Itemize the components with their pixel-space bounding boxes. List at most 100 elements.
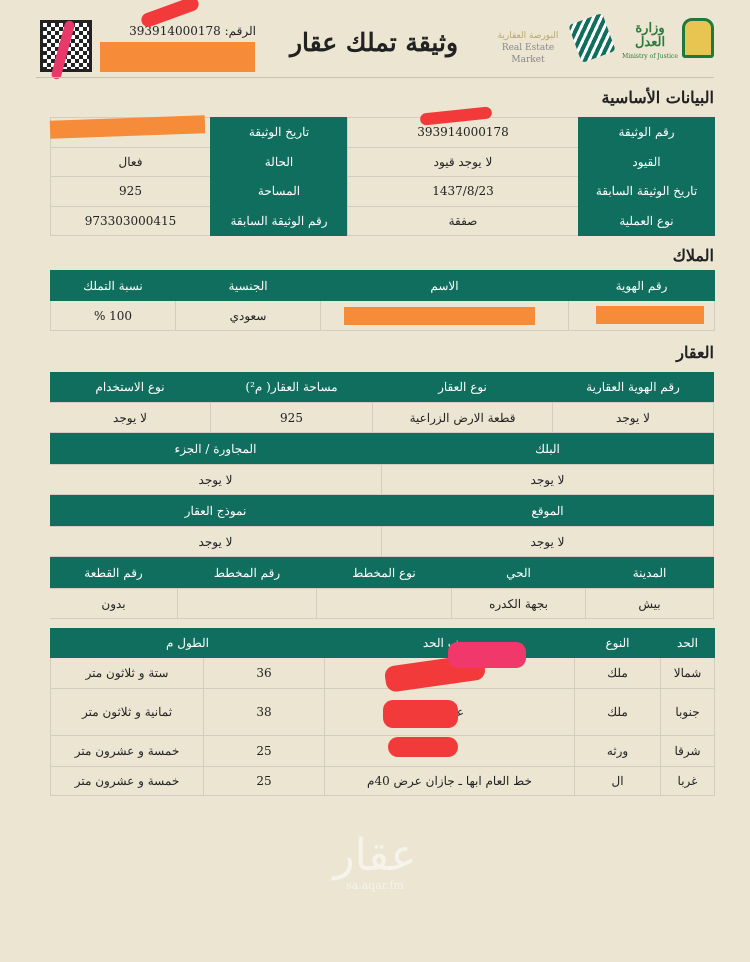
- field-label: المساحة: [210, 176, 348, 207]
- column-header: رقم القطعة: [50, 557, 178, 588]
- section-title-property: العقار: [676, 343, 714, 362]
- column-header: نوع العقار: [372, 372, 553, 402]
- cell: خمسة و عشرون متر: [50, 766, 204, 796]
- column-header: البلك: [381, 433, 714, 464]
- cell: شمالا: [660, 657, 715, 689]
- table-row: شمالا ملك 36 ستة و ثلاثون متر: [50, 657, 715, 689]
- cell: لا يوجد: [50, 464, 382, 495]
- table-row: لا يوجد لا يوجد: [50, 464, 714, 495]
- table-row: شرقا ورثه 25 خمسة و عشرون متر: [50, 735, 715, 767]
- column-header: الموقع: [381, 495, 714, 526]
- cell: شرقا: [660, 735, 715, 767]
- row-container: المدينة الحي نوع المخطط رقم المخطط رقم القطع…: [50, 557, 714, 588]
- redaction: [383, 700, 458, 728]
- section-title-owners: الملاك: [672, 246, 714, 265]
- cell: 25: [203, 735, 325, 767]
- column-header: النوع: [574, 628, 661, 658]
- cell: ملك: [574, 688, 661, 736]
- cell: جنوبا: [660, 688, 715, 736]
- cell: ستة و ثلاثون متر: [50, 657, 204, 689]
- field-value: 973303000415: [50, 205, 211, 236]
- document-number: الرقم: 393914000178: [100, 24, 256, 38]
- cell: 38: [203, 688, 325, 736]
- column-header: الجنسية: [175, 270, 321, 301]
- table-row: المدينة الحي نوع المخطط رقم المخطط رقم القطع…: [50, 557, 714, 588]
- table-row: الحد النوع وصف الحد الطول م: [50, 628, 715, 658]
- column-header: مساحة العقار( م²): [210, 372, 373, 402]
- number-label: الرقم:: [224, 24, 256, 38]
- table-row: البلك المجاورة / الجزء: [50, 433, 714, 464]
- moj-emblem-icon: [682, 18, 714, 58]
- watermark-text: عقار: [333, 830, 417, 881]
- column-header: رقم الهوية: [568, 270, 715, 301]
- redaction: [344, 307, 535, 325]
- property-table: رقم الهوية العقارية نوع العقار مساحة العقا…: [50, 372, 714, 619]
- ministry-of-justice-logo: وزارة العدل Ministry of Justice: [620, 22, 680, 64]
- cell: ملك: [574, 657, 661, 689]
- cell: ثمانية و ثلاثون متر: [50, 688, 204, 736]
- table-row: بيش بجهة الكدره بدون: [50, 588, 714, 619]
- section-title-basic: البيانات الأساسية: [601, 88, 714, 107]
- table-row: البلك المجاورة / الجزء: [50, 433, 714, 464]
- cell: ال: [574, 766, 661, 796]
- row-container: الموقع نموذج العقار: [50, 495, 714, 526]
- table-row: لا يوجد قطعة الارض الزراعية 925 لا يوجد: [50, 402, 714, 433]
- column-header: نموذج العقار: [50, 495, 382, 526]
- logo-text: Ministry of Justice: [622, 53, 678, 60]
- cell: بجهة الكدره: [451, 588, 586, 619]
- field-label: رقم الوثيقة: [578, 117, 715, 148]
- field-label: رقم الوثيقة السابقة: [210, 205, 348, 236]
- column-header: المجاورة / الجزء: [50, 433, 382, 464]
- market-emblem-icon: [568, 13, 616, 63]
- row-container: رقم الهوية العقارية نوع العقار مساحة العقا…: [50, 372, 714, 402]
- cell: [316, 588, 452, 619]
- table-row: رقم الهوية العقارية نوع العقار مساحة العقا…: [50, 372, 714, 402]
- row-container: لا يوجد قطعة الارض الزراعية 925 لا يوجد: [50, 402, 714, 433]
- table-row: تاريخ الوثيقة السابقة 1437/8/23 المساحة 925: [50, 176, 715, 207]
- column-header: رقم الهوية العقارية: [552, 372, 714, 402]
- table-row: لا يوجد لا يوجد: [50, 526, 714, 557]
- cell: غربا: [660, 766, 715, 796]
- cell: لا يوجد: [50, 402, 211, 433]
- redaction: [388, 737, 458, 757]
- cell: [177, 588, 317, 619]
- logo-text: البورصة العقارية: [497, 31, 559, 41]
- column-header: نوع المخطط: [316, 557, 452, 588]
- cell: خط العام ابها ـ جازان عرض 40م: [324, 766, 575, 796]
- table-row: لا يوجد لا يوجد: [50, 526, 714, 557]
- row-container: البلك المجاورة / الجزء: [50, 433, 714, 464]
- field-value: صفقة: [347, 205, 579, 236]
- table-row: رقم الهوية الاسم الجنسية نسبة التملك: [50, 270, 715, 301]
- basic-data-table: رقم الوثيقة 393914000178 تاريخ الوثيقة القي…: [50, 117, 715, 236]
- logo-text: وزارة العدل: [634, 21, 666, 50]
- watermark-url: sa.aqar.fm: [346, 879, 404, 892]
- table-row: رقم الوثيقة 393914000178 تاريخ الوثيقة: [50, 117, 715, 148]
- column-header: المدينة: [585, 557, 714, 588]
- field-value: 925: [50, 176, 211, 207]
- real-estate-market-logo: البورصة العقارية Real Estate Market: [486, 30, 570, 66]
- cell: لا يوجد: [381, 464, 714, 495]
- table-row: نوع العملية صفقة رقم الوثيقة السابقة 973303…: [50, 205, 715, 236]
- row-container: لا يوجد لا يوجد: [50, 526, 714, 557]
- cell: سعودي: [175, 300, 321, 331]
- cell: قطعة الارض الزراعية: [372, 402, 553, 433]
- cell: لا يوجد: [381, 526, 714, 557]
- table-row: القيود لا يوجد قيود الحالة فعال: [50, 146, 715, 177]
- redaction: [448, 642, 526, 668]
- watermark: عقار sa.aqar.fm: [315, 830, 435, 892]
- table-row: لا يوجد قطعة الارض الزراعية 925 لا يوجد: [50, 402, 714, 433]
- divider: [36, 77, 714, 78]
- field-label: الحالة: [210, 146, 348, 177]
- table-row: بيش بجهة الكدره بدون: [50, 588, 714, 619]
- field-value: لا يوجد قيود: [347, 146, 579, 177]
- row-container: بيش بجهة الكدره بدون: [50, 588, 714, 619]
- column-header: الحد: [660, 628, 715, 658]
- column-header: الطول م: [50, 628, 325, 658]
- cell: بيش: [585, 588, 714, 619]
- column-header: الاسم: [320, 270, 569, 301]
- borders-table: الحد النوع وصف الحد الطول م شمالا ملك 36 ستة و …: [50, 628, 715, 796]
- field-label: نوع العملية: [578, 205, 715, 236]
- table-row: رقم الهوية العقارية نوع العقار مساحة العقا…: [50, 372, 714, 402]
- table-row: غربا ال خط العام ابها ـ جازان عرض 40م 25 خمس…: [50, 766, 715, 796]
- cell: لا يوجد: [552, 402, 714, 433]
